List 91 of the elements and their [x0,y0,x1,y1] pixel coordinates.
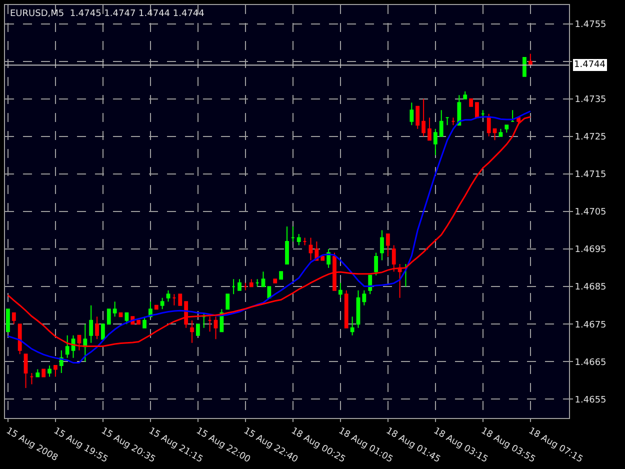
candlestick [445,117,450,126]
candlestick [416,106,420,130]
candlestick [475,102,479,118]
y-tick-label: 1.4705 [574,208,606,218]
candlestick [54,364,58,378]
candlestick [12,312,16,325]
candlestick [238,278,242,291]
candlestick [142,316,146,328]
candlestick [232,278,236,295]
candlestick [214,316,218,340]
candlestick [42,368,46,378]
candlestick [362,290,366,306]
y-tick-label: 1.4755 [574,20,606,30]
candlestick [480,110,485,118]
candlestick [71,334,76,358]
candlestick [433,128,438,156]
candlestick [261,271,266,288]
candlestick [184,301,188,328]
candlestick [410,102,414,126]
candlestick [338,282,342,298]
y-tick-label: 1.4715 [574,170,606,180]
candlestick [422,98,426,137]
candlestick [24,354,28,388]
candlestick [196,324,200,336]
y-tick-label: 1.4655 [574,395,606,406]
candlestick [255,278,260,288]
candlestick [528,53,532,66]
candlestick [296,234,301,246]
candlestick [83,324,88,362]
candlestick [160,297,164,310]
candlestick [290,226,295,242]
candlestick [374,252,378,276]
y-tick-label: 1.4675 [574,320,606,330]
candlestick [350,316,354,336]
candlestick [154,304,158,310]
candlestick [326,248,331,268]
candlestick [332,252,336,291]
candlestick [178,294,182,306]
candlestick [344,290,348,328]
text: EURUSD,M5 1.4745 1.4747 1.4744 1.4744 [10,9,205,19]
candlestick [95,316,99,340]
candlestick [439,110,444,137]
candlestick [356,290,360,328]
candlestick [492,128,497,141]
candlestick [243,282,248,291]
candlestick [510,110,515,122]
candlestick [30,372,34,385]
candlestick [486,113,491,137]
candlestick [392,244,396,272]
candlestick [18,324,22,355]
candlestick [172,294,176,306]
y-tick-label: 1.4665 [574,358,606,368]
candlestick [166,290,170,302]
candlestick [267,286,272,298]
ref-line-label: 1.4744 [574,60,606,70]
candlestick [202,312,206,328]
candlestick [48,364,52,378]
candlestick [498,128,503,137]
candlestick [308,237,313,261]
candlestick [398,264,402,298]
candlestick [457,94,462,126]
candlestick [451,117,456,126]
y-tick-label: 1.4685 [574,282,606,293]
candlestick [380,230,384,261]
candlestick [368,274,372,295]
candlestick [106,308,111,325]
y-tick-label: 1.4695 [574,245,606,256]
candlestick [89,304,94,344]
candlestick [320,256,325,261]
candlestick [101,324,105,340]
candlestick [249,278,254,288]
candlestick [190,320,194,344]
candlestick [273,278,278,284]
candlestick [469,98,473,107]
candlestick [285,226,289,265]
candlestick [463,90,468,100]
y-tick-label: 1.4725 [574,132,606,143]
candlestick [65,334,70,358]
candlestick [428,117,432,141]
candlestick [504,124,509,134]
candlestick [226,294,230,310]
candlestick [522,57,526,77]
y-tick-label: 1.4735 [574,95,606,106]
candlestick [208,316,212,332]
candlestick [36,368,40,378]
candlestick [386,234,390,258]
candlestick [302,237,307,246]
candlestick [6,308,10,332]
candlestick [112,301,117,318]
candlestick [136,320,141,325]
candlestick [279,271,284,280]
